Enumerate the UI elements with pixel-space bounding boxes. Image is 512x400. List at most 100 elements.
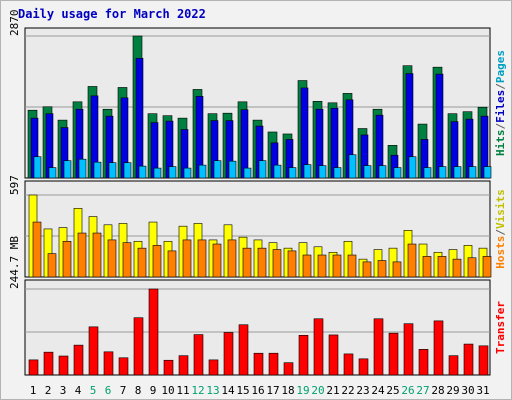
bar-hosts-visits-hosts-8 (137, 247, 147, 278)
bar-transfer-transfer-21 (328, 334, 339, 376)
xtick-day-4: 4 (75, 384, 82, 397)
bar-hosts-visits-hosts-14 (227, 239, 237, 278)
ytick-transfer: 244.7 MB (8, 236, 21, 289)
bar-hosts-visits-hosts-19 (302, 254, 312, 278)
bar-hits-files-pages-pages-17 (273, 164, 282, 179)
bar-hosts-visits-hosts-3 (62, 240, 72, 278)
bar-hosts-visits-hosts-28 (437, 256, 447, 278)
bar-hosts-visits-hosts-5 (92, 232, 102, 278)
bar-hosts-visits-hosts-16 (257, 247, 267, 278)
xtick-day-27: 27 (416, 384, 429, 397)
bar-hits-files-pages-pages-4 (78, 158, 87, 179)
bar-transfer-transfer-15 (238, 324, 249, 376)
bar-hits-files-pages-pages-14 (228, 160, 237, 179)
bar-transfer-transfer-6 (103, 351, 114, 376)
xtick-day-7: 7 (120, 384, 127, 397)
bar-hits-files-pages-pages-27 (423, 167, 432, 179)
bar-hosts-visits-hosts-4 (77, 232, 87, 278)
bar-hits-files-pages-pages-13 (213, 160, 222, 179)
xtick-day-20: 20 (311, 384, 324, 397)
bar-hits-files-pages-pages-21 (333, 167, 342, 179)
bar-transfer-transfer-12 (193, 334, 204, 376)
bar-hits-files-pages-pages-30 (468, 166, 477, 179)
bar-hosts-visits-hosts-10 (167, 250, 177, 278)
bar-transfer-transfer-26 (403, 323, 414, 376)
bar-hosts-visits-hosts-9 (152, 245, 162, 278)
bar-hits-files-pages-files-8 (135, 57, 144, 179)
bar-transfer-transfer-28 (433, 320, 444, 376)
xtick-day-28: 28 (431, 384, 444, 397)
xtick-day-26: 26 (401, 384, 414, 397)
bar-transfer-transfer-23 (358, 358, 369, 376)
bar-hits-files-pages-pages-22 (348, 154, 357, 179)
bar-hosts-visits-hosts-12 (197, 239, 207, 278)
bar-hits-files-pages-pages-18 (288, 167, 297, 179)
bar-hits-files-pages-pages-20 (318, 165, 327, 179)
bar-hits-files-pages-files-28 (435, 73, 444, 179)
ylabel-hosts-visits: Hosts/Visits (494, 189, 507, 269)
bar-hosts-visits-hosts-25 (392, 261, 402, 278)
bar-hosts-visits-hosts-27 (422, 256, 432, 278)
xtick-day-3: 3 (60, 384, 67, 397)
bar-transfer-transfer-1 (28, 359, 39, 376)
xtick-day-1: 1 (30, 384, 37, 397)
bar-transfer-transfer-14 (223, 332, 234, 376)
bar-hits-files-pages-pages-16 (258, 160, 267, 179)
bar-transfer-transfer-20 (313, 318, 324, 376)
bar-hits-files-pages-pages-28 (438, 166, 447, 179)
bar-transfer-transfer-11 (178, 355, 189, 376)
bar-transfer-transfer-10 (163, 359, 174, 376)
bar-hits-files-pages-pages-12 (198, 164, 207, 179)
bar-hosts-visits-hosts-21 (332, 254, 342, 278)
ylabel-part: / (494, 229, 507, 236)
ytick-hits-files-pages: 2870 (8, 10, 21, 37)
bar-transfer-transfer-5 (88, 326, 99, 376)
xtick-day-13: 13 (206, 384, 219, 397)
xtick-day-9: 9 (150, 384, 157, 397)
ytick-hosts-visits: 597 (8, 175, 21, 195)
bar-hosts-visits-hosts-20 (317, 254, 327, 278)
ylabel-transfer: Transfer (494, 301, 507, 354)
bar-hits-files-pages-pages-3 (63, 160, 72, 179)
bar-hits-files-pages-pages-26 (408, 156, 417, 179)
bar-transfer-transfer-31 (478, 345, 489, 376)
bar-hosts-visits-hosts-1 (32, 221, 42, 278)
bar-hosts-visits-hosts-15 (242, 247, 252, 278)
bar-hits-files-pages-pages-9 (153, 167, 162, 179)
bar-hits-files-pages-pages-11 (183, 167, 192, 179)
bar-hits-files-pages-pages-2 (48, 167, 57, 179)
bar-transfer-transfer-24 (373, 318, 384, 376)
xtick-day-25: 25 (386, 384, 399, 397)
bar-transfer-transfer-18 (283, 362, 294, 376)
bar-transfer-transfer-27 (418, 349, 429, 376)
xtick-day-14: 14 (221, 384, 235, 397)
bar-hits-files-pages-pages-1 (33, 156, 42, 179)
xtick-day-19: 19 (296, 384, 309, 397)
xtick-day-22: 22 (341, 384, 354, 397)
bar-hosts-visits-hosts-22 (347, 254, 357, 278)
bar-hosts-visits-hosts-13 (212, 243, 222, 278)
bar-hits-files-pages-pages-29 (453, 166, 462, 179)
xtick-day-21: 21 (326, 384, 339, 397)
xtick-day-2: 2 (45, 384, 52, 397)
bar-transfer-transfer-30 (463, 343, 474, 376)
bar-hits-files-pages-pages-24 (378, 165, 387, 179)
bar-hits-files-pages-pages-8 (138, 165, 147, 179)
bar-transfer-transfer-25 (388, 332, 399, 376)
ylabel-part: Files (494, 90, 507, 123)
bar-transfer-transfer-17 (268, 352, 279, 376)
bar-hits-files-pages-pages-7 (123, 162, 132, 179)
bar-hosts-visits-hosts-2 (47, 253, 57, 278)
bar-hits-files-pages-pages-10 (168, 166, 177, 179)
xtick-day-6: 6 (105, 384, 112, 397)
bar-transfer-transfer-13 (208, 359, 219, 376)
xtick-day-30: 30 (461, 384, 474, 397)
bar-transfer-transfer-9 (148, 288, 159, 376)
bar-hosts-visits-hosts-29 (452, 258, 462, 278)
bar-hosts-visits-hosts-11 (182, 239, 192, 278)
xtick-day-31: 31 (476, 384, 489, 397)
bar-hosts-visits-hosts-18 (287, 250, 297, 278)
xtick-day-16: 16 (251, 384, 264, 397)
bar-hosts-visits-hosts-24 (377, 260, 387, 278)
bar-hosts-visits-hosts-7 (122, 242, 132, 278)
